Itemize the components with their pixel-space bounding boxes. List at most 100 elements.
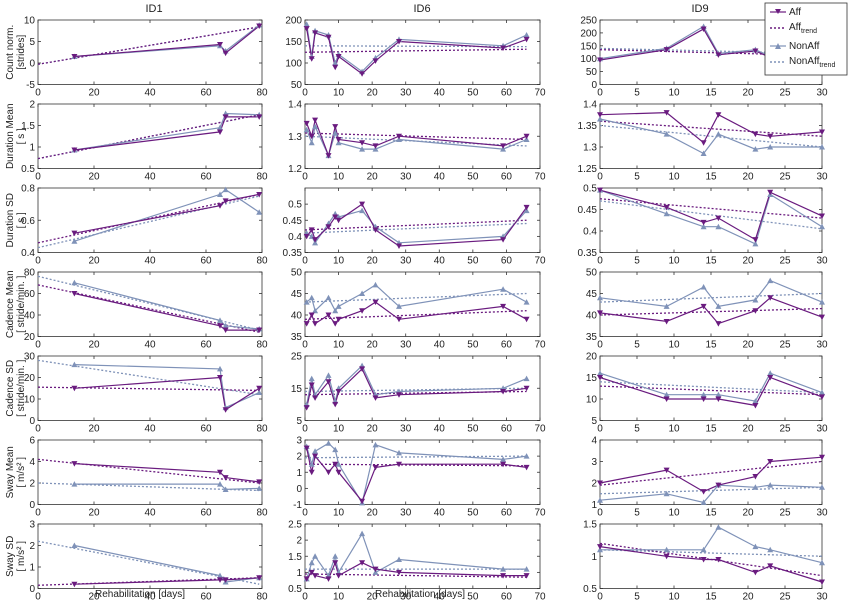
x-tick-label: 70 bbox=[534, 508, 546, 519]
aff-point bbox=[663, 553, 670, 560]
aff-point bbox=[312, 395, 319, 401]
y-tick-label: 0.4 bbox=[583, 227, 597, 238]
x-tick-label: 0 bbox=[597, 508, 603, 519]
aff-point bbox=[752, 569, 759, 576]
x-tick-label: 0 bbox=[35, 340, 41, 351]
nonaff-series-line bbox=[74, 483, 260, 491]
aff-trend-line bbox=[599, 120, 823, 137]
axes-frame bbox=[37, 187, 263, 253]
aff-point bbox=[752, 48, 759, 54]
aff-point bbox=[359, 71, 366, 77]
nonaff-point bbox=[71, 238, 78, 244]
x-tick-label: 20 bbox=[367, 508, 379, 519]
x-tick-label: 70 bbox=[534, 88, 546, 99]
y-tick-label: 0.4 bbox=[21, 248, 35, 259]
y-tick-label: 0.4 bbox=[288, 232, 302, 243]
y-tick-label: 50 bbox=[586, 67, 598, 78]
y-tick-label: 2 bbox=[296, 536, 302, 547]
aff-point bbox=[312, 573, 319, 579]
x-tick-label: 20 bbox=[88, 256, 100, 267]
y-tick-label: 40 bbox=[291, 311, 303, 322]
nonaff-point bbox=[396, 449, 402, 456]
aff-point bbox=[359, 308, 366, 314]
x-tick-label: 10 bbox=[333, 172, 345, 183]
aff-point bbox=[767, 563, 774, 569]
x-tick-label: 20 bbox=[742, 172, 754, 183]
aff-point bbox=[71, 581, 78, 588]
aff-point bbox=[715, 321, 722, 327]
aff-point bbox=[715, 215, 722, 222]
aff-point bbox=[217, 203, 223, 209]
aff-point bbox=[332, 401, 339, 408]
nonaff-point bbox=[222, 486, 229, 492]
aff-trend-line bbox=[304, 48, 527, 53]
x-tick-label: 25 bbox=[779, 256, 791, 267]
x-tick-label: 60 bbox=[501, 88, 513, 99]
y-tick-label: 1.4 bbox=[583, 100, 597, 111]
x-tick-label: 25 bbox=[779, 424, 791, 435]
y-tick-label: 30 bbox=[24, 352, 36, 363]
x-tick-label: 0 bbox=[302, 88, 308, 99]
x-tick-label: 0 bbox=[302, 340, 308, 351]
y-tick-label: 25 bbox=[291, 352, 303, 363]
nonaff-point bbox=[71, 279, 78, 286]
aff-point bbox=[303, 321, 310, 327]
nonaff-point bbox=[523, 453, 530, 459]
nonaff-point bbox=[312, 307, 319, 314]
nonaff-point bbox=[359, 530, 366, 537]
nonaff-series-line bbox=[74, 544, 260, 583]
column-title-id9: ID9 bbox=[691, 3, 708, 15]
y-tick-label: 150 bbox=[580, 41, 597, 52]
aff-point bbox=[335, 388, 342, 395]
aff-point bbox=[308, 382, 315, 389]
aff-point bbox=[500, 143, 507, 149]
nonaff-point bbox=[217, 481, 223, 487]
y-tick-label: 0 bbox=[29, 584, 35, 595]
y-tick-label: 10 bbox=[24, 16, 36, 27]
x-tick-label: 60 bbox=[200, 256, 212, 267]
nonaff-point bbox=[332, 446, 339, 453]
aff-point bbox=[332, 124, 339, 130]
aff-point bbox=[523, 385, 530, 392]
x-tick-label: 70 bbox=[534, 340, 546, 351]
nonaff-point bbox=[500, 566, 507, 572]
x-tick-label: 60 bbox=[200, 592, 212, 600]
nonaff-point bbox=[335, 303, 342, 309]
aff-series-line bbox=[74, 577, 260, 585]
y-tick-label: -1 bbox=[293, 500, 302, 511]
x-tick-label: 70 bbox=[534, 424, 546, 435]
y-tick-label: 100 bbox=[285, 59, 302, 70]
x-tick-label: 80 bbox=[256, 88, 268, 99]
x-tick-label: 10 bbox=[668, 340, 680, 351]
aff-point bbox=[256, 114, 263, 120]
aff-point bbox=[500, 303, 507, 310]
legend-nonaff-marker bbox=[775, 43, 781, 49]
y-axis-label-line2: [strides] bbox=[16, 35, 27, 70]
y-axis-label-line1: Duration SD bbox=[5, 193, 16, 247]
aff-point bbox=[335, 136, 342, 143]
nonaff-point bbox=[222, 186, 229, 193]
y-tick-label: 60 bbox=[24, 289, 36, 300]
y-tick-label: 3 bbox=[591, 457, 597, 468]
y-tick-label: 45 bbox=[586, 289, 598, 300]
y-tick-label: 5 bbox=[29, 37, 35, 48]
y-tick-label: 45 bbox=[291, 289, 303, 300]
nonaff-point bbox=[663, 490, 670, 497]
x-tick-label: 80 bbox=[256, 340, 268, 351]
aff-point bbox=[303, 405, 310, 411]
nonaff-point bbox=[715, 303, 722, 309]
nonaff-point bbox=[372, 441, 379, 448]
aff-point bbox=[325, 312, 332, 318]
nonaff-point bbox=[359, 290, 366, 296]
nonaff-trend-line bbox=[37, 275, 260, 331]
aff-point bbox=[256, 191, 263, 198]
legend-nonaff-label: NonAff bbox=[789, 41, 820, 52]
nonaff-point bbox=[372, 281, 379, 288]
legend-nonaff-trend-label: NonAfftrend bbox=[789, 56, 835, 69]
aff-point bbox=[335, 316, 342, 323]
y-axis-label-line1: Sway SD bbox=[5, 536, 16, 577]
x-tick-label: 20 bbox=[367, 256, 379, 267]
nonaff-trend-line bbox=[599, 200, 823, 230]
nonaff-point bbox=[308, 294, 315, 301]
